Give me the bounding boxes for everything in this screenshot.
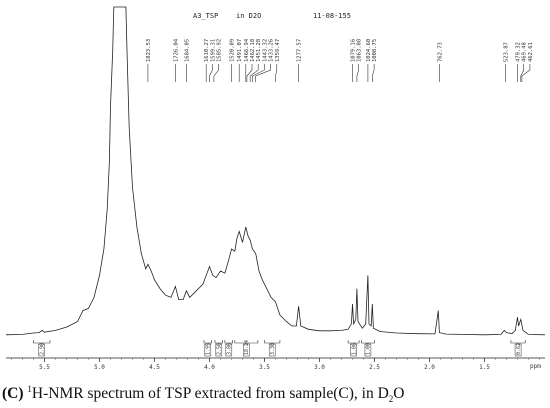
spectrum-line bbox=[5, 6, 546, 336]
caption-letter: (C) bbox=[2, 385, 24, 402]
peak-label-2: 1684.05 bbox=[184, 39, 190, 62]
x-tick-label-0: 5.5 bbox=[39, 364, 50, 371]
x-tick-label-4: 3.5 bbox=[259, 364, 270, 371]
integral-label-6: 1.06 bbox=[351, 343, 357, 355]
x-tick-label-5: 3.0 bbox=[314, 364, 325, 371]
peak-label-3: 1610.27 bbox=[204, 39, 210, 62]
caption-sub: 2 bbox=[388, 394, 394, 405]
integral-bracket-1 bbox=[203, 340, 212, 344]
caption-sup: 1 bbox=[27, 383, 32, 394]
integral-box-3 bbox=[225, 343, 233, 357]
integral-bracket-8 bbox=[510, 340, 526, 344]
integral-box-1 bbox=[204, 343, 212, 357]
integral-markers: 2.90 1.95 2.56 3.86 18.24 3.30 1.06 1.00 0.62 bbox=[33, 340, 526, 357]
peak-labels: 1823.53 1726.04 1684.05 1610.27 1599.31 1585.… bbox=[146, 38, 534, 62]
integral-bracket-5 bbox=[264, 340, 281, 344]
integral-label-3: 3.86 bbox=[227, 343, 233, 355]
peak-label-7: 1491.07 bbox=[237, 39, 243, 62]
peak-label-12: 1433.26 bbox=[269, 39, 275, 62]
integral-box-2 bbox=[215, 343, 223, 357]
peak-leader-22 bbox=[520, 64, 524, 82]
x-tick-label-8: 1.5 bbox=[479, 364, 490, 371]
integral-label-7: 1.00 bbox=[366, 343, 372, 355]
integral-label-0: 2.90 bbox=[40, 343, 46, 355]
peak-label-21: 479.32 bbox=[516, 42, 522, 62]
x-tick-label-2: 4.5 bbox=[149, 364, 160, 371]
peak-label-11: 1443.32 bbox=[262, 39, 268, 62]
integral-label-2: 2.56 bbox=[217, 343, 223, 355]
peak-leader-13 bbox=[275, 64, 278, 82]
peak-leader-16 bbox=[356, 64, 359, 82]
peak-label-10: 1451.28 bbox=[256, 39, 262, 62]
x-axis-label: ppm bbox=[530, 363, 541, 370]
peak-leader-11 bbox=[252, 64, 265, 82]
integral-label-1: 1.95 bbox=[206, 343, 212, 355]
x-tick-label-1: 5.0 bbox=[94, 364, 105, 371]
peak-leader-23 bbox=[521, 64, 531, 82]
integral-bracket-3 bbox=[224, 340, 233, 344]
peak-label-14: 1277.57 bbox=[297, 39, 303, 62]
integral-bracket-6 bbox=[347, 340, 360, 344]
peak-label-23: 462.61 bbox=[528, 42, 534, 62]
peak-leader-18 bbox=[372, 64, 375, 82]
caption-text-a: H-NMR spectrum of TSP extracted from sam… bbox=[31, 385, 389, 402]
peak-label-16: 1063.08 bbox=[357, 39, 363, 62]
integral-label-4: 18.24 bbox=[244, 340, 250, 355]
peak-label-20: 523.87 bbox=[503, 42, 509, 62]
integral-label-5: 3.30 bbox=[270, 343, 276, 355]
peak-leader-10 bbox=[249, 64, 259, 82]
peak-leader-9 bbox=[246, 64, 253, 82]
caption-text-b: O bbox=[393, 385, 405, 402]
integral-box-4 bbox=[243, 343, 250, 357]
peak-leader-12 bbox=[255, 64, 271, 82]
peak-label-0: 1823.53 bbox=[146, 39, 152, 62]
peak-label-18: 1008.75 bbox=[372, 39, 378, 62]
peak-label-19: 762.73 bbox=[437, 42, 443, 62]
peak-label-8: 1466.94 bbox=[244, 38, 250, 62]
peak-label-4: 1599.31 bbox=[210, 39, 216, 62]
figure-caption: (C) 1H-NMR spectrum of TSP extracted fro… bbox=[0, 383, 550, 407]
peak-label-22: 469.48 bbox=[522, 42, 528, 62]
integral-box-7 bbox=[364, 343, 372, 357]
integral-bracket-4 bbox=[234, 340, 259, 344]
peak-label-1: 1726.04 bbox=[173, 38, 179, 62]
integral-label-8: 0.62 bbox=[516, 343, 522, 355]
integral-box-0 bbox=[38, 343, 45, 357]
x-tick-label-6: 2.5 bbox=[369, 364, 380, 371]
peak-label-5: 1585.92 bbox=[217, 39, 223, 62]
peak-leader-4 bbox=[209, 64, 213, 82]
x-ticks: 5.5 5.0 4.5 4.0 3.5 3.0 2.5 2.0 1.5 bbox=[11, 358, 540, 371]
integral-bracket-0 bbox=[33, 340, 51, 344]
chart-header: A3_TSP in D2O 11-08-155 bbox=[193, 12, 351, 20]
integral-box-5 bbox=[268, 343, 276, 357]
run-date: 11-08-155 bbox=[313, 12, 351, 20]
peak-label-15: 1079.16 bbox=[351, 39, 357, 62]
x-tick-label-3: 4.0 bbox=[204, 364, 215, 371]
peak-leaders bbox=[147, 64, 531, 82]
sample-name: A3_TSP bbox=[193, 12, 218, 20]
peak-label-9: 1462.18 bbox=[250, 39, 256, 62]
peak-label-13: 1359.47 bbox=[275, 39, 281, 62]
integral-box-8 bbox=[514, 343, 522, 357]
integral-box-6 bbox=[350, 343, 357, 357]
integral-bracket-2 bbox=[214, 340, 223, 344]
peak-leader-5 bbox=[213, 64, 219, 82]
integral-bracket-7 bbox=[361, 340, 375, 344]
x-tick-label-7: 2.0 bbox=[424, 364, 435, 371]
solvent-label: in D2O bbox=[236, 12, 261, 20]
peak-label-6: 1520.09 bbox=[230, 39, 236, 62]
peak-label-17: 1024.60 bbox=[366, 39, 372, 62]
